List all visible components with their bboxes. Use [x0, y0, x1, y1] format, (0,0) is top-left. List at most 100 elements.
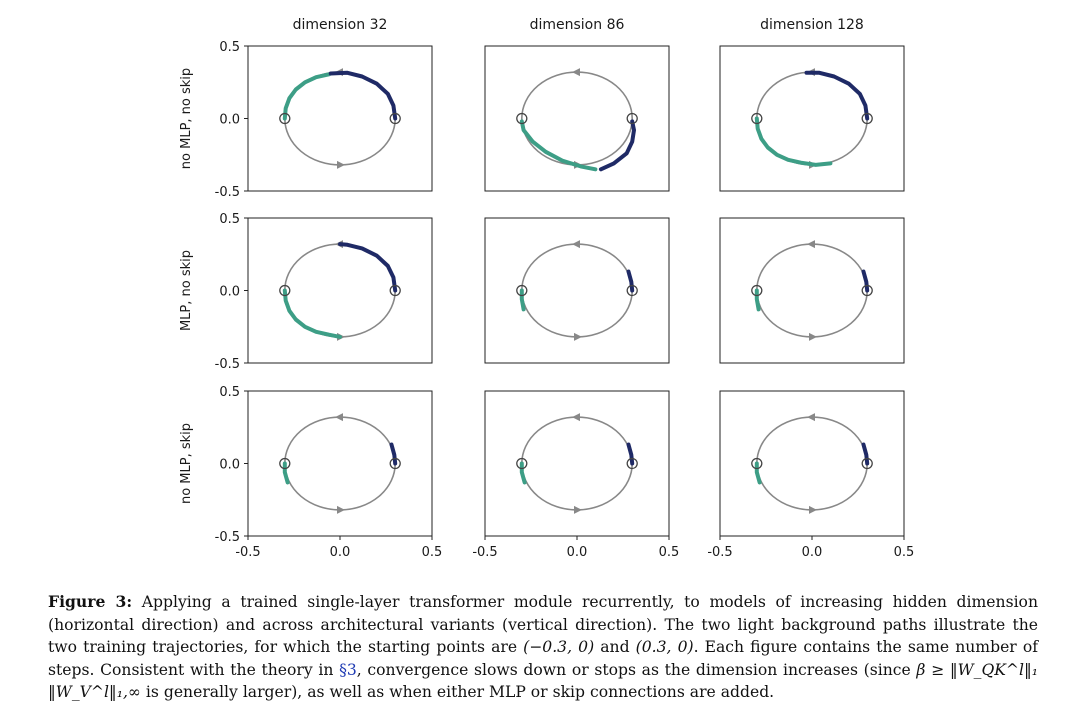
y-tick-label: 0.0	[219, 458, 240, 473]
direction-arrow	[572, 240, 580, 249]
trajectory-from-left	[282, 288, 342, 339]
trajectory-from-left	[519, 288, 526, 312]
trajectory-from-left	[282, 72, 331, 121]
caption-formula: β ≥ ‖W_QK^l‖₁ ‖W_V^l‖₁,∞	[48, 660, 1038, 702]
x-tick-label: 0.0	[330, 545, 351, 560]
trajectory-from-left	[754, 288, 761, 312]
x-tick-label: 0.5	[894, 545, 915, 560]
panel: 0.5 0.0 -0.5	[215, 212, 433, 372]
caption-section-link[interactable]: §3	[339, 660, 357, 679]
row-label: no MLP, skip	[179, 423, 194, 504]
panel: 0.5 0.0 -0.5	[215, 40, 433, 200]
caption-text-4: is generally larger), as well as when ei…	[140, 683, 775, 701]
trajectory-from-right	[626, 442, 635, 466]
start-point-marker	[279, 112, 291, 125]
background-trajectory	[520, 243, 633, 338]
start-point-marker	[516, 112, 528, 125]
start-point-marker	[861, 284, 873, 297]
trajectory-from-left	[282, 461, 290, 485]
caption-start-point-2: (0.3, 0)	[635, 638, 694, 656]
column-title: dimension 86	[530, 17, 625, 33]
panel	[484, 45, 670, 192]
start-point-marker	[279, 457, 291, 470]
trajectory-from-left	[519, 119, 598, 172]
start-point-marker	[389, 457, 401, 470]
panel: 0.5 0.0 -0.5-0.5 0.0 0.5	[215, 385, 443, 560]
panel: -0.5 0.0 0.5	[707, 390, 915, 560]
start-point-marker	[389, 284, 401, 297]
trajectory-from-right	[338, 242, 398, 293]
y-tick-label: 0.0	[219, 113, 240, 128]
panel-frame	[247, 45, 433, 192]
start-point-marker	[279, 284, 291, 297]
direction-arrow	[572, 413, 580, 422]
direction-arrow	[337, 505, 345, 514]
trajectory-from-right	[598, 119, 636, 172]
trajectory-from-right	[389, 442, 398, 466]
trajectory-from-right	[328, 70, 398, 121]
start-point-marker	[751, 284, 763, 297]
background-trajectory	[755, 416, 868, 511]
background-trajectory	[520, 416, 633, 511]
x-tick-label: 0.0	[567, 545, 588, 560]
column-title: dimension 128	[760, 17, 864, 33]
panel: -0.5 0.0 0.5	[472, 390, 679, 560]
direction-arrow	[572, 68, 580, 77]
start-point-marker	[751, 112, 763, 125]
caption-text-and: and	[594, 638, 636, 656]
background-trajectory	[283, 416, 396, 511]
direction-arrow	[574, 505, 582, 514]
start-point-marker	[626, 457, 638, 470]
panel-frame	[247, 217, 433, 364]
direction-arrow	[809, 505, 817, 514]
trajectory-from-right	[626, 269, 635, 293]
y-tick-label: 0.5	[219, 212, 240, 227]
row-label: MLP, no skip	[179, 250, 194, 331]
start-point-marker	[516, 457, 528, 470]
x-tick-label: 0.0	[802, 545, 823, 560]
panel-frame	[484, 217, 670, 364]
panel	[484, 217, 670, 364]
panel-frame	[247, 390, 433, 537]
trajectory-from-right	[861, 442, 870, 466]
start-point-marker	[516, 284, 528, 297]
direction-arrow	[807, 240, 815, 249]
caption-text-1: Applying a trained single-layer transfor…	[48, 593, 1038, 656]
trajectory-from-right	[804, 70, 870, 121]
caption-label: Figure 3:	[48, 592, 133, 611]
start-point-marker	[751, 457, 763, 470]
figure-3-chart-grid: dimension 32 dimension 86 dimension 128 no …	[179, 17, 915, 560]
y-tick-label: -0.5	[215, 185, 240, 200]
panel	[719, 45, 905, 192]
trajectory-from-left	[519, 461, 527, 485]
start-point-marker	[861, 457, 873, 470]
trajectory-from-left	[754, 116, 833, 167]
y-tick-label: -0.5	[215, 357, 240, 372]
direction-arrow	[574, 332, 582, 341]
direction-arrow	[809, 332, 817, 341]
background-trajectory	[520, 71, 633, 166]
y-tick-label: 0.0	[219, 285, 240, 300]
trajectory-from-right	[861, 269, 870, 293]
y-tick-label: -0.5	[215, 530, 240, 545]
panel-frame	[719, 217, 905, 364]
caption-start-point-1: (−0.3, 0)	[523, 638, 595, 656]
panel-frame	[484, 390, 670, 537]
row-label: no MLP, no skip	[179, 68, 194, 169]
x-tick-label: -0.5	[707, 545, 732, 560]
x-tick-label: -0.5	[472, 545, 497, 560]
direction-arrow	[335, 413, 343, 422]
direction-arrow	[807, 413, 815, 422]
panel-frame	[719, 390, 905, 537]
panel-frame	[719, 45, 905, 192]
y-tick-label: 0.5	[219, 385, 240, 400]
y-tick-label: 0.5	[219, 40, 240, 55]
start-point-marker	[389, 112, 401, 125]
x-tick-label: -0.5	[235, 545, 260, 560]
start-point-marker	[626, 284, 638, 297]
column-title: dimension 32	[293, 17, 388, 33]
trajectory-from-left	[754, 461, 762, 485]
figure-caption: Figure 3: Applying a trained single-laye…	[48, 591, 1038, 704]
background-trajectory	[755, 243, 868, 338]
panel-frame	[484, 45, 670, 192]
